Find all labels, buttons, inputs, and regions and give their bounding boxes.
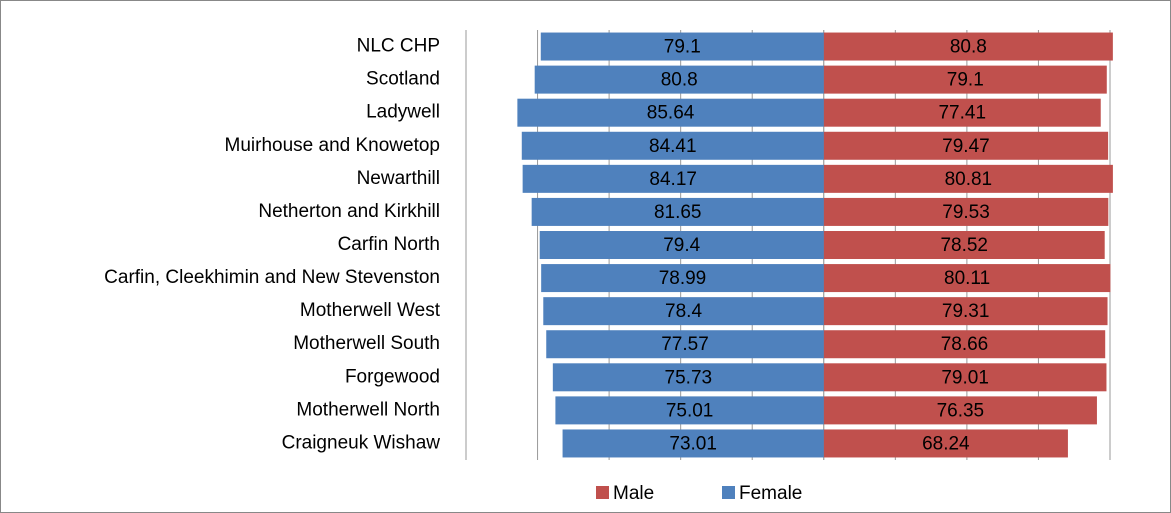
value-label: 73.01 (669, 433, 717, 454)
value-label: 80.11 (944, 268, 990, 289)
bar (543, 297, 824, 326)
category-label: NLC CHP (357, 36, 440, 57)
value-label: 79.1 (664, 37, 701, 58)
bar (823, 131, 1109, 160)
bar (823, 65, 1107, 94)
category-label: Newarthill (357, 168, 440, 189)
bar (521, 131, 824, 160)
category-label: Ladywell (366, 102, 440, 123)
bar (539, 231, 824, 259)
bar (823, 164, 1113, 193)
bar (562, 429, 824, 458)
bar (531, 197, 824, 226)
category-label: Carfin North (338, 234, 440, 255)
legend-swatch (722, 486, 735, 499)
category-label: Scotland (366, 69, 440, 90)
value-label: 79.47 (942, 136, 990, 157)
category-label: Motherwell West (300, 300, 441, 321)
value-label: 75.73 (665, 367, 713, 388)
value-label: 76.35 (937, 400, 985, 421)
bar (823, 98, 1101, 127)
legend-label: Male (613, 483, 654, 504)
category-label: Motherwell North (296, 399, 440, 420)
bar (823, 330, 1106, 359)
bar (823, 264, 1111, 293)
category-label: Netherton and Kirkhill (258, 201, 440, 222)
value-label: 81.65 (654, 202, 702, 223)
value-label: 79.53 (942, 202, 990, 223)
value-label: 79.4 (663, 235, 700, 256)
value-label: 80.8 (950, 37, 987, 58)
bar (522, 164, 824, 193)
value-label: 77.41 (938, 103, 986, 124)
bar (540, 32, 824, 61)
value-label: 84.41 (649, 136, 697, 157)
category-label: Muirhouse and Knowetop (225, 135, 440, 156)
bar (823, 32, 1113, 61)
value-label: 78.52 (940, 235, 988, 256)
bar (823, 197, 1109, 226)
value-label: 77.57 (661, 334, 709, 355)
value-label: 79.1 (947, 70, 984, 91)
value-label: 79.01 (941, 367, 989, 388)
value-label: 79.31 (942, 301, 990, 322)
bar (541, 264, 824, 293)
value-label: 85.64 (647, 103, 695, 124)
legend-swatch (596, 486, 609, 499)
bar (534, 65, 824, 94)
value-label: 78.99 (659, 268, 707, 289)
value-label: 78.4 (665, 301, 702, 322)
category-label: Forgewood (345, 366, 440, 387)
value-label: 75.01 (666, 400, 714, 421)
bar (823, 396, 1097, 425)
bar (546, 330, 824, 359)
value-label: 80.8 (661, 70, 698, 91)
bar (823, 429, 1068, 458)
bar (552, 363, 824, 392)
value-label: 68.24 (922, 433, 970, 454)
bar (823, 231, 1105, 259)
category-label: Carfin, Cleekhimin and New Stevenston (104, 267, 440, 288)
bar (823, 297, 1108, 326)
value-label: 80.81 (945, 169, 993, 190)
bar (517, 98, 824, 127)
value-label: 78.66 (941, 334, 989, 355)
category-label: Motherwell South (293, 333, 440, 354)
value-label: 84.17 (649, 169, 697, 190)
category-label: Craigneuk Wishaw (282, 432, 441, 453)
legend-label: Female (739, 483, 802, 504)
bar (823, 363, 1107, 392)
bar (555, 396, 824, 425)
